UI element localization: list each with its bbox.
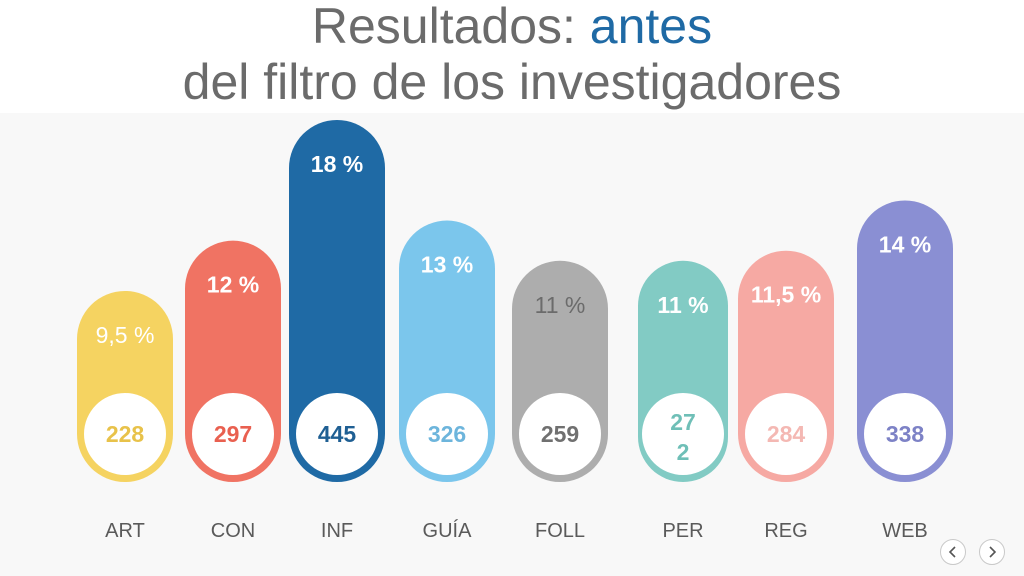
value-label: 12 %: [207, 272, 259, 298]
next-slide-button[interactable]: [979, 539, 1005, 565]
category-label: GUÍA: [423, 519, 473, 542]
category-label: WEB: [882, 520, 928, 542]
category-label: FOLL: [535, 520, 585, 542]
count-label: 259: [541, 421, 579, 447]
value-label: 14 %: [879, 231, 931, 257]
category-label: CON: [211, 520, 255, 542]
category-label: ART: [105, 520, 145, 542]
page-title: Resultados: antes del filtro de los inve…: [0, 0, 1024, 110]
count-label: 338: [886, 421, 925, 447]
prev-slide-button[interactable]: [940, 539, 966, 565]
count-bubble: [642, 393, 724, 475]
chevron-right-icon: [987, 546, 997, 558]
count-label: 27 2: [670, 409, 696, 465]
count-label: 228: [106, 421, 145, 447]
category-label: INF: [321, 520, 353, 542]
value-label: 11 %: [535, 292, 586, 318]
category-label: PER: [662, 520, 703, 542]
count-label: 297: [214, 421, 252, 447]
count-label-line: 27: [670, 409, 696, 435]
count-label: 284: [767, 421, 806, 447]
value-label: 11 %: [657, 292, 708, 318]
count-bubble: [864, 393, 946, 475]
title-accent: antes: [589, 0, 713, 54]
count-label-line: 2: [677, 439, 690, 465]
count-bubble: [84, 393, 166, 475]
value-label: 18 %: [311, 151, 363, 177]
chevron-left-icon: [948, 546, 958, 558]
count-bubble: [406, 393, 488, 475]
count-label: 445: [318, 421, 357, 447]
value-label: 13 %: [421, 252, 473, 278]
count-bubble: [192, 393, 274, 475]
value-label: 9,5 %: [96, 322, 155, 348]
count-bubble: [296, 393, 378, 475]
count-bubble: [745, 393, 827, 475]
bar-inf: [289, 120, 385, 482]
title-prefix: Resultados:: [311, 0, 590, 54]
count-label: 326: [428, 421, 466, 447]
category-label: REG: [764, 520, 807, 542]
count-bubble: [519, 393, 601, 475]
title-line-2: del filtro de los investigadores: [182, 54, 842, 110]
value-label: 11,5 %: [751, 282, 821, 308]
title-line-1: Resultados: antes: [0, 0, 1024, 54]
